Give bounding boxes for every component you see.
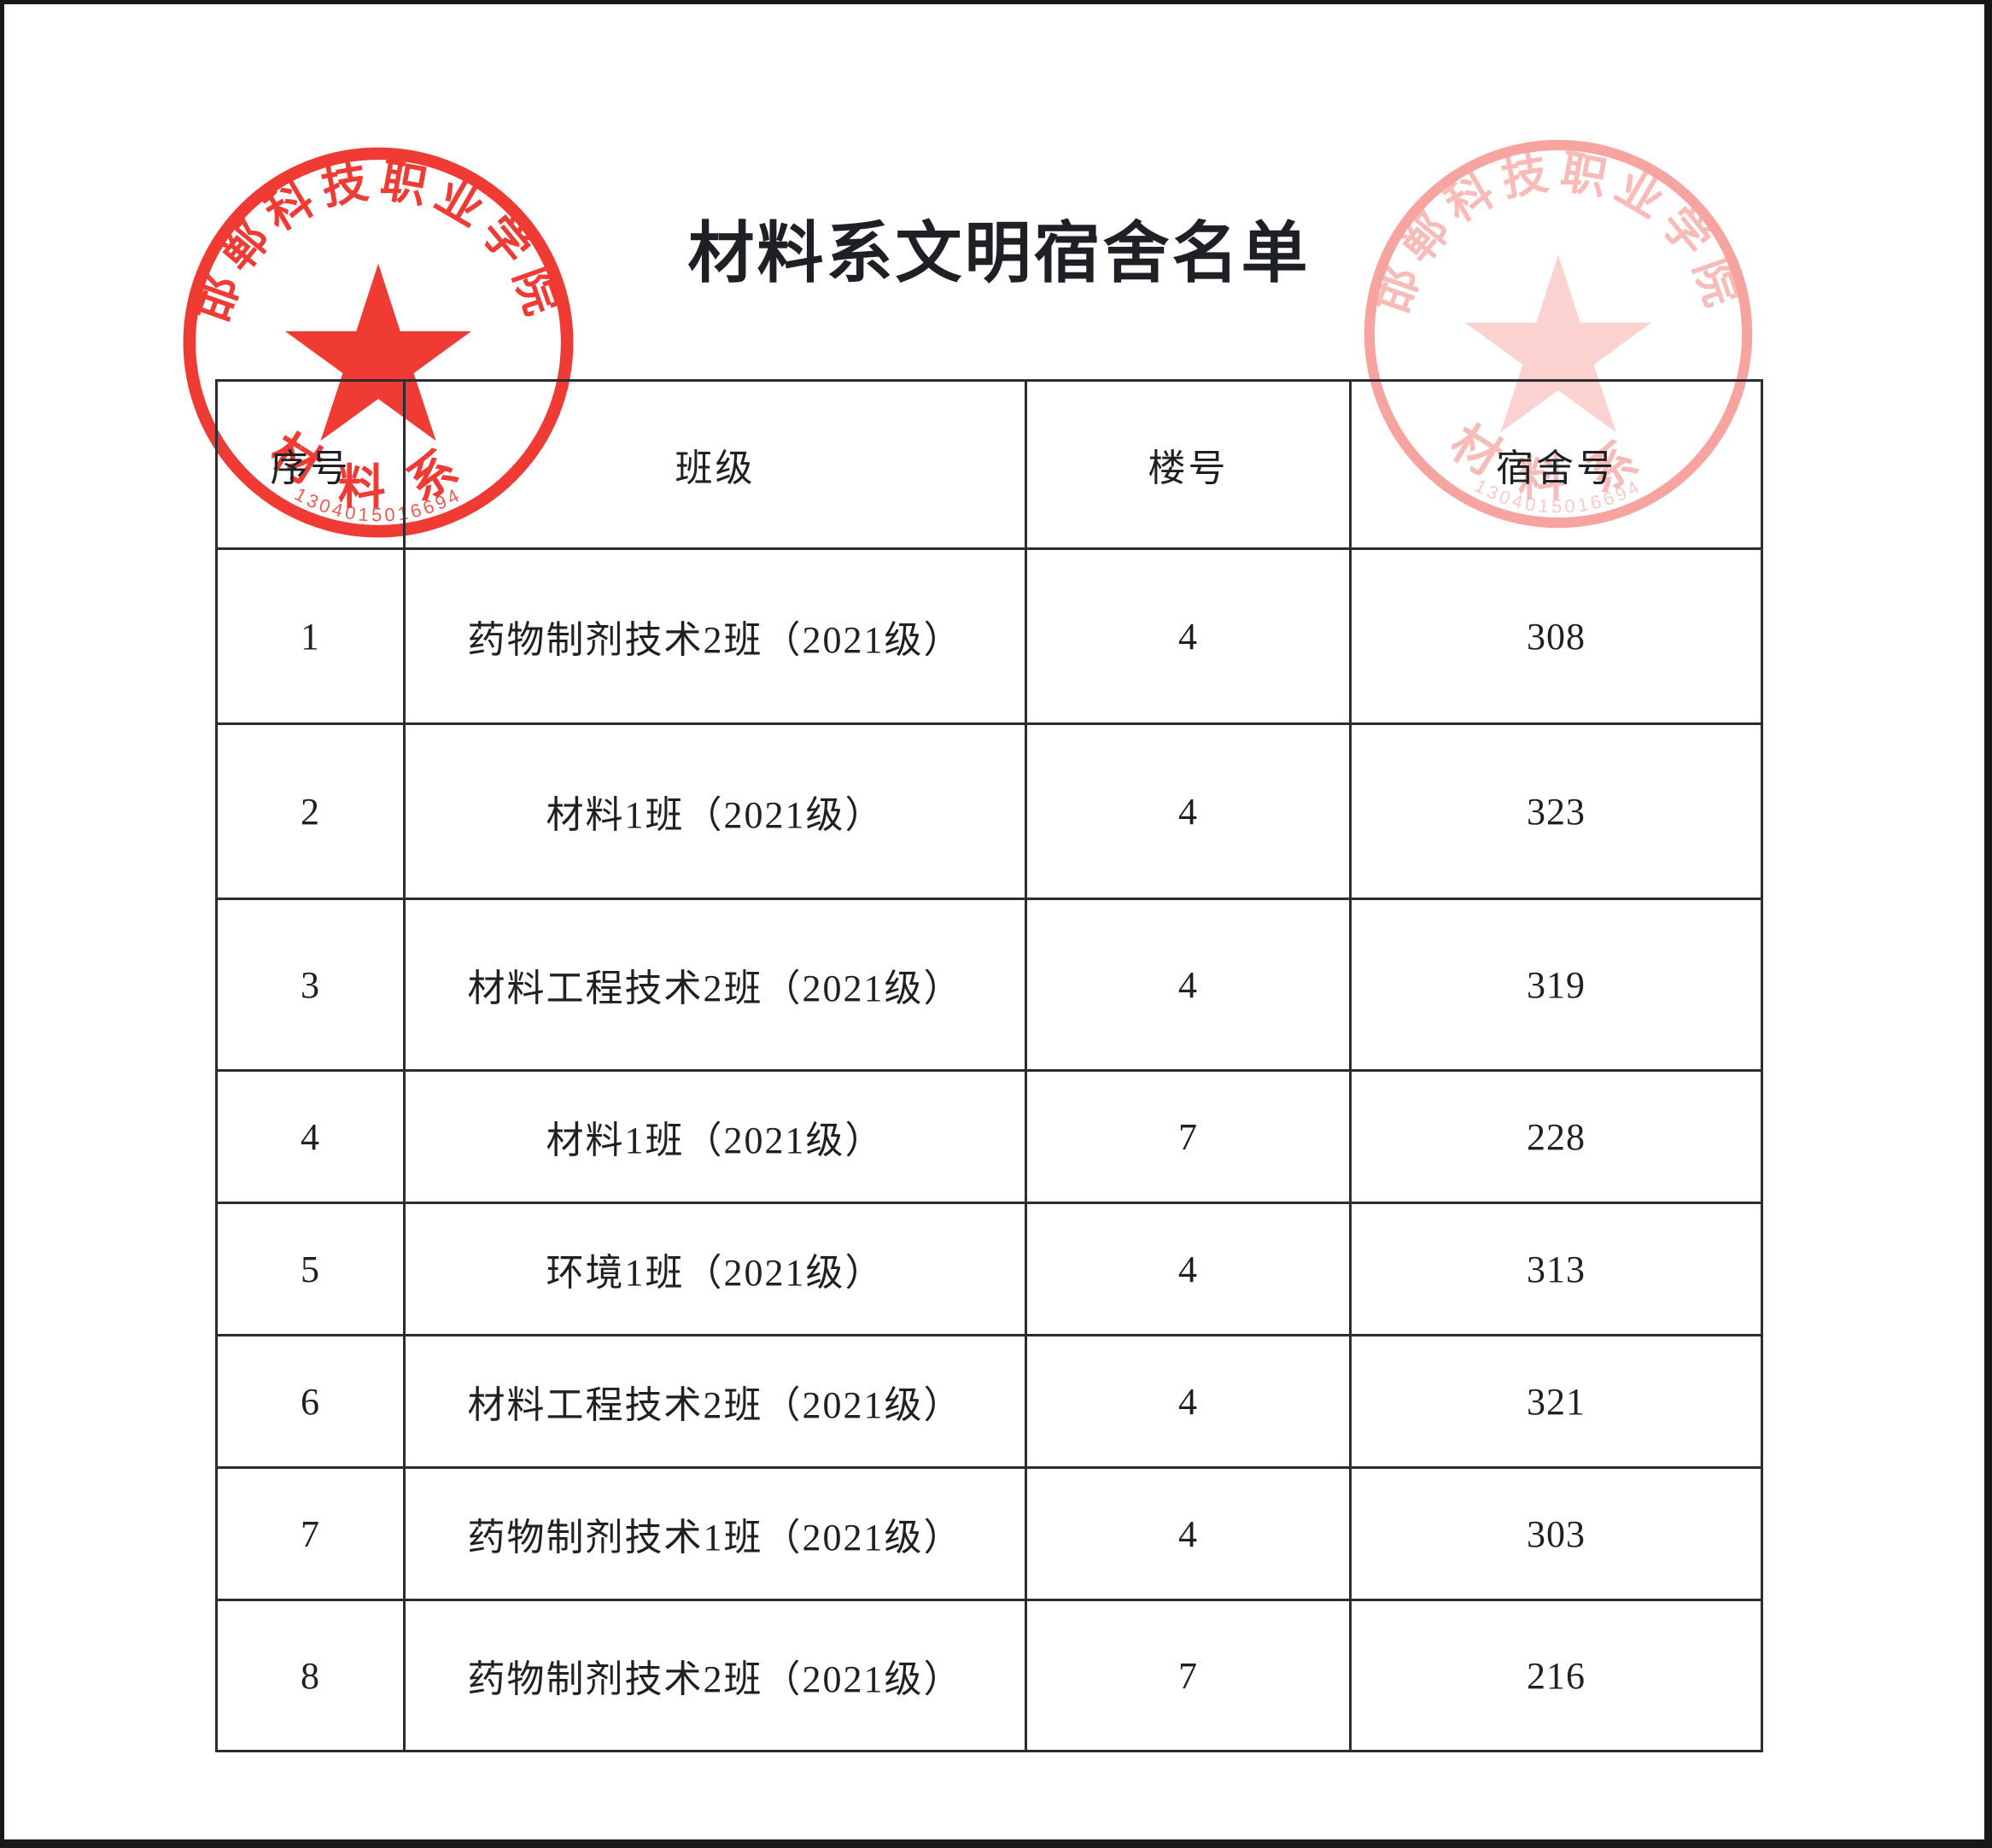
- cell-building: 7: [1025, 1069, 1352, 1204]
- table-row: 1 药物制剂技术2班（2021级） 4 308: [215, 547, 1763, 725]
- cell-index: 6: [215, 1334, 406, 1469]
- cell-class: 材料工程技术2班（2021级）: [403, 1334, 1027, 1469]
- cell-building: 4: [1025, 547, 1352, 725]
- table-body: 1 药物制剂技术2班（2021级） 4 308 2 材料1班（2021级） 4 323 3 材料工…: [215, 547, 1763, 1752]
- column-header-class: 班级: [403, 379, 1027, 550]
- scan-edge-bottom: [0, 1839, 1992, 1848]
- cell-index: 3: [215, 898, 406, 1072]
- cell-building: 4: [1025, 1202, 1352, 1336]
- cell-building: 7: [1025, 1599, 1352, 1752]
- column-header-building: 楼号: [1025, 379, 1352, 550]
- cell-class: 材料1班（2021级）: [403, 1069, 1027, 1204]
- svg-text:邯郸科技职业学院: 邯郸科技职业学院: [1366, 146, 1751, 320]
- table-header: 序号 班级 楼号 宿舍号: [215, 379, 1763, 550]
- cell-index: 7: [215, 1466, 406, 1601]
- cell-index: 4: [215, 1069, 406, 1204]
- table-row: 5 环境1班（2021级） 4 313: [215, 1202, 1763, 1336]
- cell-index: 5: [215, 1202, 406, 1336]
- cell-room: 323: [1349, 722, 1763, 900]
- table-header-row: 序号 班级 楼号 宿舍号: [215, 379, 1763, 550]
- cell-index: 1: [215, 547, 406, 725]
- cell-room: 308: [1349, 547, 1763, 725]
- table-row: 6 材料工程技术2班（2021级） 4 321: [215, 1334, 1763, 1469]
- cell-class: 环境1班（2021级）: [403, 1202, 1027, 1336]
- cell-class: 药物制剂技术1班（2021级）: [403, 1466, 1027, 1601]
- cell-room: 313: [1349, 1202, 1763, 1336]
- cell-building: 4: [1025, 1334, 1352, 1469]
- scan-edge-top: [0, 0, 1992, 4]
- table-row: 3 材料工程技术2班（2021级） 4 319: [215, 898, 1763, 1072]
- cell-room: 319: [1349, 898, 1763, 1072]
- cell-index: 2: [215, 722, 406, 900]
- cell-room: 303: [1349, 1466, 1763, 1601]
- cell-building: 4: [1025, 1466, 1352, 1601]
- scan-edge-right: [1984, 0, 1992, 1848]
- dormitory-table: 序号 班级 楼号 宿舍号 1 药物制剂技术2班（2021级） 4 308 2 材料1班（2…: [215, 379, 1763, 1752]
- table-row: 2 材料1班（2021级） 4 323: [215, 722, 1763, 900]
- page-title: 材料系文明宿舍名单: [687, 216, 1311, 290]
- cell-room: 321: [1349, 1334, 1763, 1469]
- column-header-room: 宿舍号: [1349, 379, 1763, 550]
- table-row: 7 药物制剂技术1班（2021级） 4 303: [215, 1466, 1763, 1601]
- column-header-index: 序号: [215, 379, 406, 550]
- cell-index: 8: [215, 1599, 406, 1752]
- cell-class: 药物制剂技术2班（2021级）: [403, 1599, 1027, 1752]
- scan-edge-left: [0, 0, 4, 1848]
- cell-class: 材料工程技术2班（2021级）: [403, 898, 1027, 1072]
- cell-class: 材料1班（2021级）: [403, 722, 1027, 900]
- table-row: 4 材料1班（2021级） 7 228: [215, 1069, 1763, 1204]
- cell-building: 4: [1025, 722, 1352, 900]
- table-row: 8 药物制剂技术2班（2021级） 7 216: [215, 1599, 1763, 1752]
- cell-class: 药物制剂技术2班（2021级）: [403, 547, 1027, 725]
- svg-text:邯郸科技职业学院: 邯郸科技职业学院: [186, 155, 571, 329]
- cell-room: 228: [1349, 1069, 1763, 1204]
- cell-room: 216: [1349, 1599, 1763, 1752]
- cell-building: 4: [1025, 898, 1352, 1072]
